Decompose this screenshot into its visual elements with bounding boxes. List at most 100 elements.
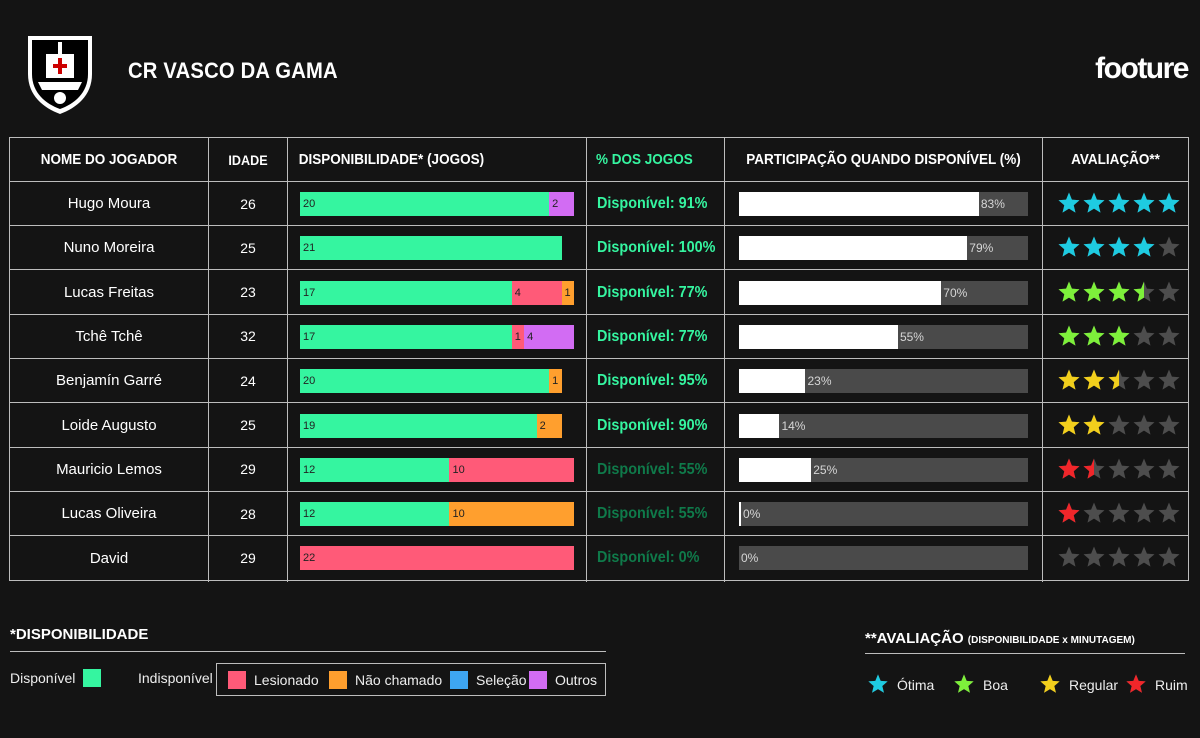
table-row: Lucas Oliveira 28 12 10 Disponível: 55% 0%: [10, 492, 1188, 537]
participation-bar: 83%: [739, 192, 1028, 216]
player-table: NOME DO JOGADOR IDADE DISPONIBILIDADE* (…: [9, 137, 1189, 582]
table-row: Hugo Moura 26 20 2 Disponível: 91% 83%: [10, 182, 1188, 226]
star-icon: [1083, 192, 1105, 213]
star-icon: [1108, 502, 1130, 523]
bar-segment-not-called: 1: [549, 369, 562, 394]
legend-national-label: Seleção: [476, 672, 527, 688]
participation-label: 25%: [813, 462, 838, 477]
legend-regular-label: Regular: [1069, 677, 1119, 693]
legend-otima: Ótima: [867, 673, 935, 696]
star-icon: [1108, 546, 1130, 567]
availability-bar: 19 2: [300, 413, 574, 438]
availability-legend-title: *DISPONIBILIDADE: [10, 626, 606, 652]
participation-label: 0%: [741, 551, 759, 566]
pct-available: Disponível: 77%: [597, 327, 708, 345]
legend-other-swatch: [529, 671, 547, 689]
pct-available: Disponível: 95%: [597, 372, 708, 390]
player-name: Loide Augusto: [61, 416, 157, 434]
player-age: 24: [240, 372, 256, 389]
bar-segment-available: 17: [300, 324, 512, 349]
player-name: Benjamín Garré: [56, 372, 162, 390]
star-icon: [1108, 325, 1130, 346]
legend-ruim-label: Ruim: [1155, 677, 1188, 693]
header-name: NOME DO JOGADOR: [40, 151, 178, 168]
rating-stars: [1057, 457, 1181, 483]
star-icon: [1058, 458, 1080, 479]
table-row: Tchê Tchê 32 17 1 4 Disponível: 77% 55%: [10, 315, 1188, 359]
rating-stars: [1057, 191, 1181, 217]
bar-segment-available: 17: [300, 280, 512, 305]
star-icon: [1058, 236, 1080, 257]
star-icon: [1083, 325, 1105, 346]
player-age: 25: [240, 417, 256, 433]
legend-regular: Regular: [1039, 673, 1119, 696]
legend-not-called-swatch: [329, 671, 347, 689]
table-row: Nuno Moreira 25 21 Disponível: 100% 79%: [10, 226, 1188, 271]
star-icon: [1058, 369, 1080, 390]
star-icon: [1108, 414, 1130, 435]
star-icon: [1133, 281, 1155, 302]
participation-fill: [739, 369, 806, 394]
legend-other-label: Outros: [555, 672, 598, 688]
participation-bar: 14%: [739, 413, 1028, 438]
legend-not-called-label: Não chamado: [355, 672, 443, 688]
bar-segment-not-called: 1: [561, 280, 574, 305]
pct-available: Disponível: 100%: [597, 239, 716, 257]
availability-bar: 17 1 4: [300, 324, 574, 349]
star-icon: [1158, 546, 1180, 567]
participation-fill: [739, 457, 812, 482]
pct-available: Disponível: 77%: [597, 283, 708, 301]
table-row: Mauricio Lemos 29 12 10 Disponível: 55% 25%: [10, 448, 1188, 492]
bar-segment-other: 2: [549, 192, 574, 216]
star-icon: [1158, 192, 1180, 213]
table-row: David 29 22 Disponível: 0% 0%: [10, 536, 1188, 580]
star-icon: [1133, 458, 1155, 479]
legend-otima-label: Ótima: [897, 677, 935, 693]
participation-fill: [739, 413, 780, 438]
player-name: David: [89, 549, 129, 567]
star-icon: [1083, 369, 1105, 390]
pct-available: Disponível: 55%: [597, 505, 708, 523]
pct-available: Disponível: 91%: [597, 195, 708, 212]
player-age: 23: [240, 284, 256, 301]
table-row: Loide Augusto 25 19 2 Disponível: 90% 14%: [10, 404, 1188, 448]
club-crest-logo: [28, 36, 92, 114]
rating-stars: [1057, 501, 1181, 527]
bar-segment-available: 19: [300, 413, 537, 438]
star-icon: [1158, 369, 1180, 390]
bar-segment-injured: 22: [300, 546, 574, 571]
player-age: 25: [240, 239, 256, 256]
availability-legend: *DISPONIBILIDADE Disponível Indisponível…: [10, 626, 606, 696]
legend-star-shape-icon: [1126, 673, 1146, 693]
legend-national: Seleção: [450, 670, 527, 690]
star-icon: [1083, 502, 1105, 523]
availability-bar: 20 2: [300, 192, 574, 216]
star-icon: [1083, 281, 1105, 302]
participation-bar: 0%: [739, 546, 1028, 571]
player-name: Lucas Oliveira: [61, 505, 157, 523]
availability-bar: 22: [300, 546, 574, 571]
star-icon: [1158, 281, 1180, 302]
legend-star-shape-icon: [954, 673, 974, 693]
star-icon: [1058, 192, 1080, 213]
legend-ruim: Ruim: [1125, 673, 1188, 696]
star-icon: [1108, 281, 1130, 302]
star-icon: [1058, 502, 1080, 523]
pct-available: Disponível: 55%: [597, 460, 708, 478]
bar-segment-available: 12: [300, 457, 450, 482]
col-divider: [1042, 138, 1043, 582]
rating-stars: [1057, 324, 1181, 350]
participation-bar: 23%: [739, 369, 1028, 394]
rating-legend-title: **AVALIAÇÃO (DISPONIBILIDADE x MINUTAGEM…: [865, 630, 1185, 654]
page-header: CR VASCO DA GAMA footure: [0, 0, 1200, 120]
legend-star-shape-icon: [1040, 673, 1060, 693]
player-name: Tchê Tchê: [75, 327, 143, 345]
bar-segment-available: 21: [300, 236, 562, 261]
participation-bar: 79%: [739, 236, 1028, 261]
bar-segment-available: 12: [300, 502, 450, 527]
legend-available-label: Disponível: [10, 670, 76, 686]
rating-legend: **AVALIAÇÃO (DISPONIBILIDADE x MINUTAGEM…: [865, 630, 1188, 693]
star-icon: [1133, 502, 1155, 523]
participation-bar: 55%: [739, 324, 1028, 349]
legend-not-called: Não chamado: [329, 670, 442, 690]
